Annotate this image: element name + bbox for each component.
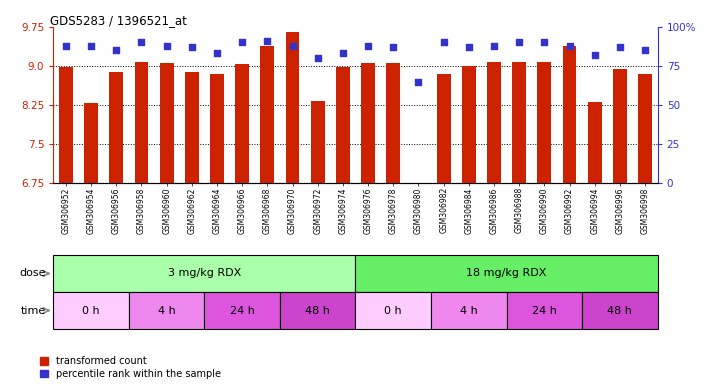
Text: 48 h: 48 h <box>607 306 632 316</box>
Point <box>312 55 324 61</box>
Bar <box>588 103 602 183</box>
Bar <box>53 292 129 329</box>
Point <box>111 47 122 53</box>
Text: 24 h: 24 h <box>532 306 557 316</box>
Point <box>211 50 223 56</box>
Point <box>337 50 348 56</box>
Point <box>136 40 147 46</box>
Bar <box>361 63 375 183</box>
Text: 3 mg/kg RDX: 3 mg/kg RDX <box>168 268 241 278</box>
Point <box>513 40 525 46</box>
Bar <box>562 46 577 183</box>
Bar <box>160 63 173 183</box>
Bar <box>512 62 526 183</box>
Point <box>186 44 198 50</box>
Point <box>564 43 575 49</box>
Text: 4 h: 4 h <box>158 306 176 316</box>
Bar <box>487 62 501 183</box>
Text: 24 h: 24 h <box>230 306 255 316</box>
Point <box>387 44 399 50</box>
Bar <box>235 64 249 183</box>
Bar <box>210 74 224 183</box>
Bar <box>506 292 582 329</box>
Bar <box>356 255 658 292</box>
Point <box>237 40 248 46</box>
Bar <box>613 68 627 183</box>
Text: 48 h: 48 h <box>305 306 330 316</box>
Point <box>85 43 97 49</box>
Point <box>287 43 298 49</box>
Point <box>463 44 474 50</box>
Point <box>539 40 550 46</box>
Bar <box>134 62 149 183</box>
Bar <box>336 67 350 183</box>
Point <box>488 43 500 49</box>
Bar <box>53 255 356 292</box>
Bar <box>462 66 476 183</box>
Bar <box>205 292 280 329</box>
Bar <box>185 72 199 183</box>
Bar <box>311 101 325 183</box>
Point <box>413 78 424 84</box>
Bar <box>582 292 658 329</box>
Bar <box>129 292 205 329</box>
Text: 4 h: 4 h <box>460 306 478 316</box>
Bar <box>437 74 451 183</box>
Point <box>262 38 273 44</box>
Point <box>614 44 626 50</box>
Bar <box>638 74 652 183</box>
Bar <box>280 292 356 329</box>
Bar <box>356 292 431 329</box>
Point <box>363 43 374 49</box>
Bar <box>59 67 73 183</box>
Bar <box>431 292 506 329</box>
Text: GDS5283 / 1396521_at: GDS5283 / 1396521_at <box>50 14 187 27</box>
Bar <box>109 72 123 183</box>
Bar <box>386 63 400 183</box>
Bar <box>84 103 98 183</box>
Point <box>438 40 449 46</box>
Text: time: time <box>21 306 46 316</box>
Point <box>639 47 651 53</box>
Point <box>589 52 600 58</box>
Text: 0 h: 0 h <box>385 306 402 316</box>
Bar <box>286 32 299 183</box>
Text: dose: dose <box>20 268 46 278</box>
Point <box>60 43 72 49</box>
Text: 18 mg/kg RDX: 18 mg/kg RDX <box>466 268 547 278</box>
Text: 0 h: 0 h <box>82 306 100 316</box>
Legend: transformed count, percentile rank within the sample: transformed count, percentile rank withi… <box>41 356 221 379</box>
Bar <box>538 62 551 183</box>
Bar <box>260 46 274 183</box>
Point <box>161 43 172 49</box>
